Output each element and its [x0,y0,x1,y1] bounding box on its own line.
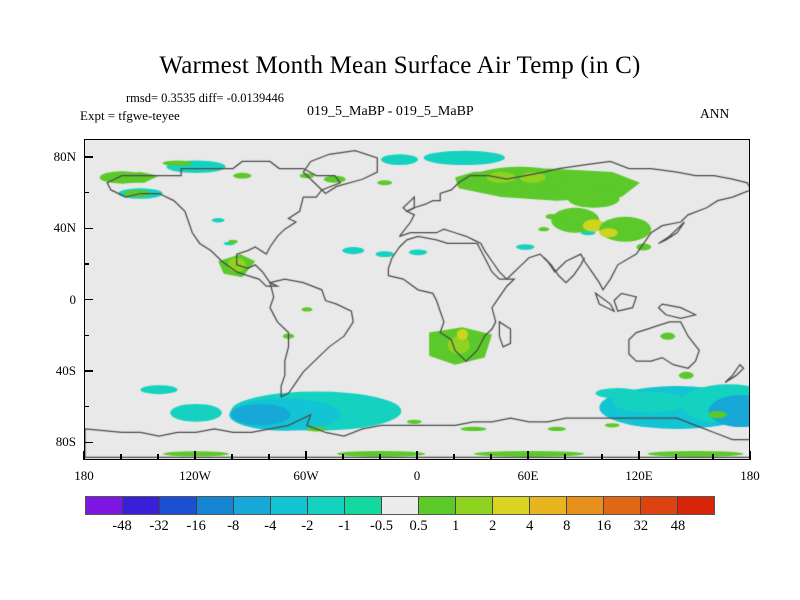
x-axis-major-tick [83,451,85,460]
experiment-label: Expt = tfgwe-teyee [80,108,180,123]
x-axis-tick-label: 60E [517,468,539,483]
x-axis-major-tick [416,451,418,460]
x-axis-tick-label: 180 [740,468,760,483]
y-axis-minor-tick [84,263,89,265]
x-axis-minor-tick [675,454,677,460]
x-axis-major-tick [305,451,307,460]
colorbar-tick-label: -4 [264,518,277,534]
colorbar-segment [419,497,456,514]
colorbar-segment [86,497,123,514]
y-axis-major-tick [84,227,93,230]
y-axis-tick-label: 40N [53,220,76,236]
colorbar-segment [604,497,641,514]
colorbar-tick-label: -32 [149,518,169,534]
colorbar-tick-label: -16 [186,518,206,534]
statistics-label: rmsd= 0.3535 diff= -0.0139446 [126,91,284,105]
x-axis-major-tick [749,451,751,460]
colorbar-tick-label: 32 [633,518,649,534]
colorbar-tick-label: 8 [563,518,571,534]
x-axis-major-tick [527,451,529,460]
colorbar-segment [271,497,308,514]
colorbar-segment [382,497,419,514]
x-axis-major-tick [638,451,640,460]
x-axis-minor-tick [453,454,455,460]
colorbar-tick-label: 2 [489,518,497,534]
colorbar-segment [308,497,345,514]
x-axis-minor-tick [157,454,159,460]
x-axis-minor-tick [231,454,233,460]
y-axis-tick-label: 80N [53,148,76,164]
colorbar [85,496,715,515]
colorbar-tick-label: -48 [112,518,132,534]
x-axis-minor-tick [268,454,270,460]
colorbar-tick-label: 1 [451,518,460,534]
season-label: ANN [700,106,730,121]
y-axis-minor-tick [84,406,89,408]
colorbar-segment [641,497,678,514]
page-title: Warmest Month Mean Surface Air Temp (in … [159,52,641,79]
map-canvas [85,140,749,459]
colorbar-segment [530,497,567,514]
colorbar-segment [456,497,493,514]
colorbar-segment [197,497,234,514]
y-axis-minor-tick [84,334,89,336]
colorbar-tick-label: 48 [670,518,686,534]
colorbar-segment [345,497,382,514]
colorbar-segment [234,497,271,514]
y-axis-major-tick [84,156,93,158]
map-plot-area [84,139,750,460]
x-axis-tick-label: 60W [293,468,319,483]
colorbar-tick-label: 4 [526,518,534,534]
x-axis-minor-tick [490,454,492,460]
colorbar-tick-label: -2 [301,518,314,534]
x-axis-major-tick [194,451,196,460]
y-axis-tick-label: 80S [55,434,76,450]
colorbar-segment [493,497,530,514]
case-comparison-label: 019_5_MaBP - 019_5_MaBP [307,104,474,119]
colorbar-tick-label: 16 [596,518,612,534]
y-axis-tick-label: 0 [69,291,77,307]
colorbar-segment [678,497,714,514]
x-axis-minor-tick [379,454,381,460]
colorbar-tick-label: -0.5 [369,518,393,534]
y-axis-tick-label: 40S [55,362,76,378]
colorbar-segment [567,497,604,514]
x-axis-minor-tick [712,454,714,460]
y-axis-minor-tick [84,192,89,194]
y-axis-major-tick [84,299,93,301]
y-axis-major-tick [84,441,93,444]
x-axis-tick-label: 180 [74,468,94,483]
colorbar-segment [160,497,197,514]
colorbar-tick-label: -8 [227,518,240,534]
x-axis-tick-label: 0 [413,468,421,483]
x-axis-minor-tick [564,454,566,460]
x-axis-minor-tick [342,454,344,460]
x-axis-tick-label: 120E [625,468,653,483]
x-axis-tick-label: 120W [179,468,211,483]
x-axis-minor-tick [120,454,122,460]
y-axis-major-tick [84,370,93,372]
x-axis-minor-tick [601,454,603,460]
colorbar-tick-label: -1 [338,518,351,534]
colorbar-segment [123,497,160,514]
colorbar-tick-label: 0.5 [409,518,428,534]
